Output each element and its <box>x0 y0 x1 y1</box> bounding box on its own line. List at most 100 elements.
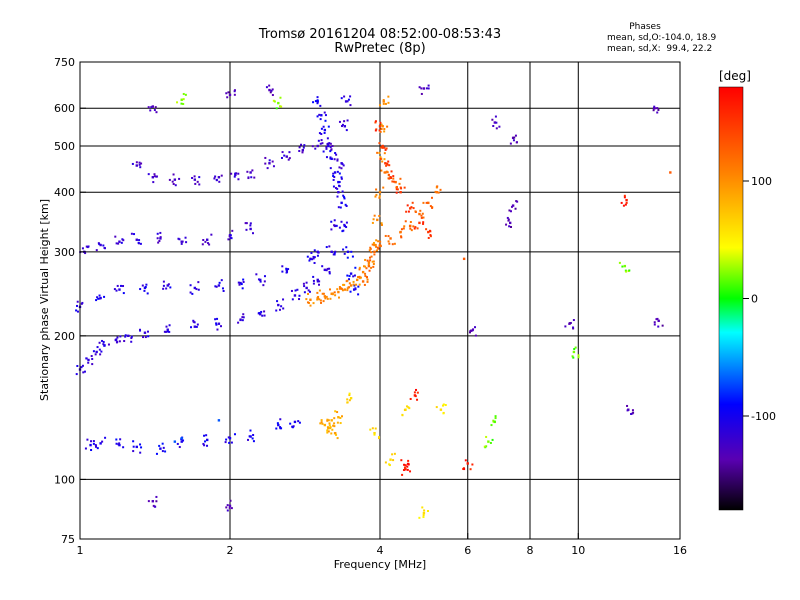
echo-point <box>75 373 78 376</box>
data-point <box>327 427 330 430</box>
echo-point <box>291 426 294 429</box>
echo-point <box>251 169 254 172</box>
echo-point <box>378 151 381 154</box>
echo-point <box>371 260 374 263</box>
echo-point <box>76 310 79 313</box>
data-point <box>404 468 407 471</box>
echo-point <box>280 427 283 430</box>
data-point <box>277 423 280 427</box>
echo-point <box>425 201 428 204</box>
echo-point <box>80 366 83 369</box>
data-point <box>89 443 92 447</box>
data-point <box>228 437 232 440</box>
echo-point <box>318 289 321 292</box>
echo-point <box>474 326 477 329</box>
echo-point <box>353 284 356 287</box>
echo-point <box>384 148 387 151</box>
echo-point <box>346 100 349 103</box>
echo-point <box>492 420 495 423</box>
echo-point <box>218 281 221 284</box>
echo-point <box>96 346 99 349</box>
echo-point <box>391 243 394 246</box>
echo-point <box>214 285 217 288</box>
data-point <box>180 437 183 440</box>
echo-point <box>414 395 417 398</box>
echo-point <box>234 172 237 175</box>
echo-point <box>343 95 346 98</box>
echo-point <box>119 438 122 441</box>
colorbar-tick-label: 0 <box>751 293 758 306</box>
echo-point <box>180 102 183 105</box>
x-tick-label: 2 <box>227 544 234 557</box>
data-point <box>249 227 252 231</box>
echo-point <box>514 207 517 210</box>
echo-point <box>261 314 264 317</box>
echo-point <box>346 398 349 401</box>
echo-point <box>378 196 381 199</box>
echo-point <box>334 410 337 413</box>
echo-point <box>130 340 133 343</box>
echo-point <box>178 238 181 241</box>
echo-point <box>421 212 424 215</box>
data-point <box>173 440 177 443</box>
echo-point <box>493 420 496 423</box>
x-axis-label: Frequency [MHz] <box>334 558 426 571</box>
echo-point <box>322 125 325 128</box>
echo-point <box>338 166 341 169</box>
echo-point <box>272 99 275 102</box>
echo-point <box>420 92 423 95</box>
echo-point <box>147 173 150 176</box>
echo-point <box>430 196 433 199</box>
echo-point <box>316 99 319 102</box>
echo-point <box>385 147 388 150</box>
x-tick-label: 10 <box>571 544 585 557</box>
data-point <box>99 442 102 445</box>
echo-point <box>313 261 316 264</box>
echo-point <box>345 205 348 208</box>
echo-point <box>103 295 106 298</box>
echo-point <box>195 325 198 328</box>
echo-point <box>279 96 282 99</box>
echo-point <box>494 415 497 418</box>
echo-point <box>133 233 136 236</box>
echo-point <box>317 283 320 286</box>
echo-point <box>385 170 388 173</box>
echo-point <box>249 222 252 225</box>
echo-point <box>405 405 408 408</box>
echo-point <box>654 107 657 110</box>
echo-point <box>401 473 404 476</box>
echo-point <box>392 177 395 180</box>
echo-point <box>142 336 145 339</box>
echo-point <box>268 159 271 162</box>
echo-point <box>233 433 236 436</box>
echo-point <box>387 173 390 176</box>
data-point <box>462 257 466 261</box>
echo-point <box>374 195 377 198</box>
echo-point <box>240 283 243 286</box>
echo-point <box>324 297 327 300</box>
data-point <box>352 288 356 291</box>
echo-point <box>392 180 395 183</box>
data-point <box>217 284 221 287</box>
echo-point <box>572 319 575 322</box>
echo-point <box>268 84 271 87</box>
data-point <box>205 438 209 442</box>
echo-point <box>422 201 425 204</box>
echo-point <box>442 412 445 415</box>
echo-point <box>302 282 305 285</box>
echo-point <box>387 160 390 163</box>
data-point <box>511 136 515 140</box>
echo-point <box>312 279 315 282</box>
echo-point <box>84 252 87 255</box>
data-point <box>143 331 147 334</box>
echo-point <box>333 176 336 179</box>
echo-point <box>298 150 301 153</box>
echo-point <box>314 100 317 103</box>
echo-point <box>329 156 332 159</box>
echo-point <box>374 129 377 132</box>
echo-point <box>329 145 332 148</box>
echo-point <box>252 433 255 436</box>
echo-point <box>343 197 346 200</box>
echo-point <box>147 335 150 338</box>
echo-point <box>334 152 337 155</box>
